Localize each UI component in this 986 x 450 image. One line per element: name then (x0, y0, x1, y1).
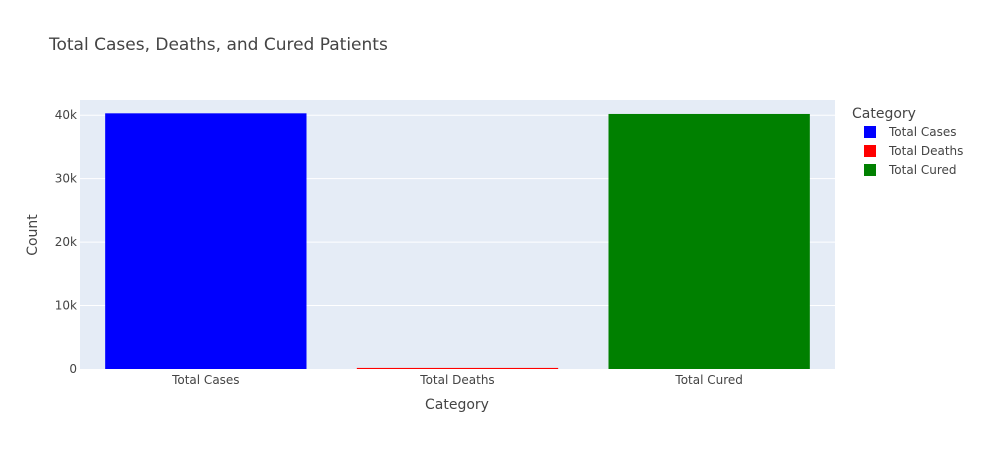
x-tick-labels: Total Cases Total Deaths Total Cured (171, 373, 743, 387)
x-tick-label: Total Cases (171, 373, 239, 387)
y-tick-label: 10k (55, 299, 77, 313)
x-tick-label: Total Deaths (419, 373, 494, 387)
legend: Category Total Cases Total Deaths Total Cu… (852, 106, 963, 177)
chart-title: Total Cases, Deaths, and Cured Patients (48, 35, 388, 55)
y-tick-labels: 0 10k 20k 30k 40k (55, 108, 77, 376)
x-axis-title: Category (425, 397, 489, 413)
legend-title: Category (852, 106, 916, 122)
bar-total-deaths (356, 367, 559, 369)
x-tick-label: Total Cured (674, 373, 743, 387)
y-tick-label: 20k (55, 235, 77, 249)
bar-total-cured (608, 113, 810, 369)
y-axis-title: Count (25, 214, 41, 256)
legend-entry: Total Cases (888, 125, 956, 139)
legend-swatch (864, 126, 876, 138)
bars (105, 113, 810, 369)
legend-swatch (864, 164, 876, 176)
y-tick-label: 0 (69, 362, 77, 376)
y-tick-label: 40k (55, 108, 77, 122)
legend-swatch (864, 145, 876, 157)
legend-entry: Total Cured (888, 163, 957, 177)
bar-total-cases (105, 113, 307, 369)
y-tick-label: 30k (55, 172, 77, 186)
legend-entry: Total Deaths (888, 144, 963, 158)
legend-items: Total Cases Total Deaths Total Cured (864, 125, 963, 177)
